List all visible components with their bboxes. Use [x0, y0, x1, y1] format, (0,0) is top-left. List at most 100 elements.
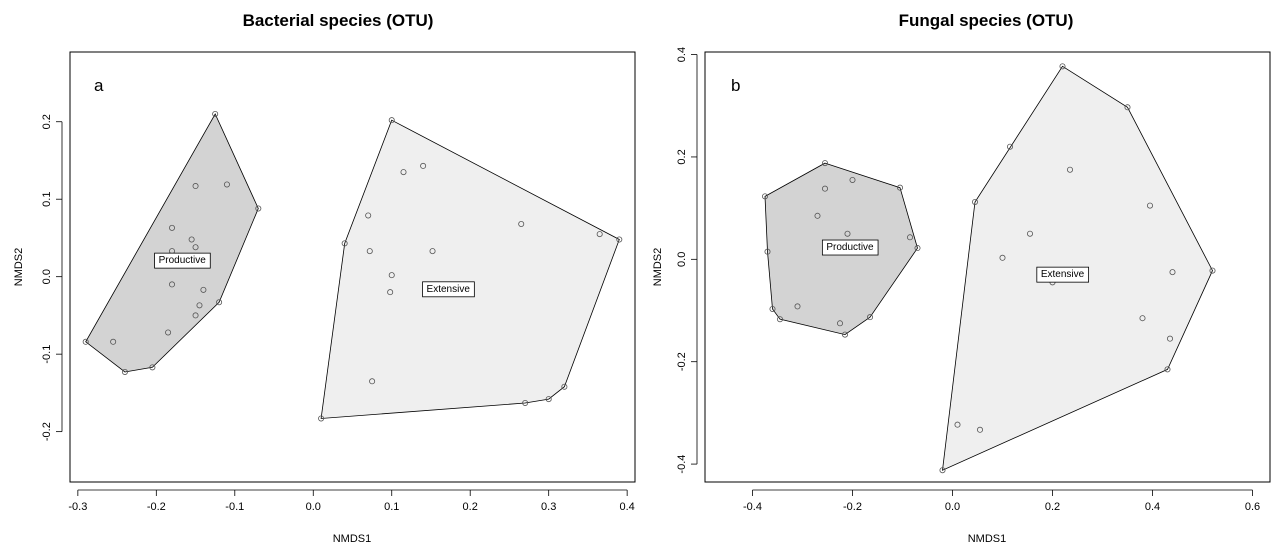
data-point-extensive [1027, 230, 1034, 237]
hull-productive [85, 113, 259, 373]
group-hulls [85, 113, 620, 419]
x-axis-label: NMDS1 [968, 533, 1007, 545]
data-point-productive [814, 212, 821, 219]
data-point-extensive [616, 236, 623, 243]
x-tick-label: 0.1 [384, 501, 399, 513]
data-point-productive [169, 224, 176, 231]
data-point-extensive [318, 415, 325, 422]
data-point-extensive [999, 254, 1006, 261]
x-axis: -0.3 -0.2 -0.1 0.0 0.1 0.2 0.3 0.4 [68, 489, 635, 513]
x-tick-label: 0.3 [541, 501, 556, 513]
data-point-extensive [1007, 143, 1014, 150]
y-tick-label: -0.2 [41, 422, 53, 441]
data-point-extensive [1147, 202, 1154, 209]
data-point-extensive [1059, 63, 1066, 70]
y-tick-label: -0.2 [676, 352, 688, 371]
data-point-productive [196, 302, 203, 309]
data-point-extensive [972, 198, 979, 205]
x-tick-label: 0.2 [1045, 501, 1060, 513]
x-tick-label: 0.4 [1145, 501, 1160, 513]
data-point-productive [762, 193, 769, 200]
data-point-productive [216, 299, 223, 306]
data-point-extensive [1139, 315, 1146, 322]
data-point-extensive [518, 220, 525, 227]
data-point-productive [837, 320, 844, 327]
data-point-productive [149, 364, 156, 371]
group-label-box [821, 239, 879, 256]
data-point-extensive [400, 169, 407, 176]
panel-label: a [94, 76, 104, 95]
data-point-extensive [365, 212, 372, 219]
plot-frame [704, 51, 1271, 483]
data-point-productive [794, 303, 801, 310]
plot-frame [69, 51, 636, 483]
data-point-extensive [545, 396, 552, 403]
data-point-productive [212, 110, 219, 117]
group-label-extensive: Extensive [1041, 269, 1085, 280]
chart-title: Fungal species (OTU) [899, 11, 1074, 30]
data-point-productive [914, 245, 921, 252]
x-tick-label: 0.4 [620, 501, 635, 513]
x-tick-label: -0.3 [68, 501, 87, 513]
group-labels: Productive Extensive [154, 252, 475, 298]
group-hulls [764, 65, 1213, 471]
data-point-productive [192, 244, 199, 251]
x-tick-label: -0.2 [147, 501, 166, 513]
group-label-productive: Productive [159, 255, 207, 266]
y-axis: -0.4 -0.2 0.0 0.2 0.4 [676, 47, 698, 474]
data-point-extensive [1124, 104, 1131, 111]
data-point-productive [188, 236, 195, 243]
y-tick-label: -0.4 [676, 455, 688, 474]
data-point-extensive [596, 231, 603, 238]
group-label-extensive: Extensive [427, 284, 471, 295]
data-point-productive [822, 160, 829, 167]
x-tick-label: -0.4 [743, 501, 762, 513]
y-axis-label: NMDS2 [652, 248, 664, 287]
data-point-productive [255, 205, 262, 212]
x-tick-label: 0.0 [945, 501, 960, 513]
y-tick-label: 0.1 [41, 192, 53, 207]
data-point-extensive [341, 240, 348, 247]
data-point-extensive [420, 162, 427, 169]
x-axis: -0.4 -0.2 0.0 0.2 0.4 0.6 [743, 489, 1260, 513]
data-point-productive [849, 176, 856, 183]
data-point-extensive [429, 248, 436, 255]
data-point-productive [121, 368, 128, 375]
data-point-extensive [1209, 267, 1216, 274]
group-label-productive: Productive [826, 242, 874, 253]
data-point-productive [82, 338, 89, 345]
data-point-productive [844, 230, 851, 237]
chart-panel-bacterial: Bacterial species (OTU) a Productive Exte… [13, 11, 636, 545]
y-axis: -0.2 -0.1 0.0 0.1 0.2 [41, 114, 63, 441]
y-tick-label: 0.0 [676, 252, 688, 267]
data-point-productive [169, 281, 176, 288]
chart-panel-fungal: Fungal species (OTU) b Productive Extensi… [652, 11, 1271, 545]
panel-label: b [731, 76, 740, 95]
data-point-productive [897, 184, 904, 191]
x-tick-label: -0.1 [225, 501, 244, 513]
data-point-productive [165, 329, 172, 336]
data-points [762, 63, 1216, 474]
chart-title: Bacterial species (OTU) [243, 11, 434, 30]
data-point-extensive [388, 272, 395, 279]
data-point-extensive [1164, 366, 1171, 373]
data-point-extensive [954, 421, 961, 428]
data-point-productive [907, 234, 914, 241]
data-point-productive [777, 316, 784, 323]
data-point-productive [223, 181, 230, 188]
data-point-extensive [1169, 269, 1176, 276]
data-point-productive [192, 183, 199, 190]
y-tick-label: 0.2 [41, 114, 53, 129]
data-point-extensive [939, 467, 946, 474]
data-point-extensive [388, 117, 395, 124]
y-tick-label: 0.0 [41, 269, 53, 284]
data-point-productive [110, 338, 117, 345]
data-point-extensive [1167, 335, 1174, 342]
data-point-extensive [977, 426, 984, 433]
data-points [82, 110, 623, 422]
x-tick-label: 0.2 [463, 501, 478, 513]
hull-extensive [320, 119, 620, 419]
data-point-productive [764, 248, 771, 255]
data-point-extensive [522, 399, 529, 406]
